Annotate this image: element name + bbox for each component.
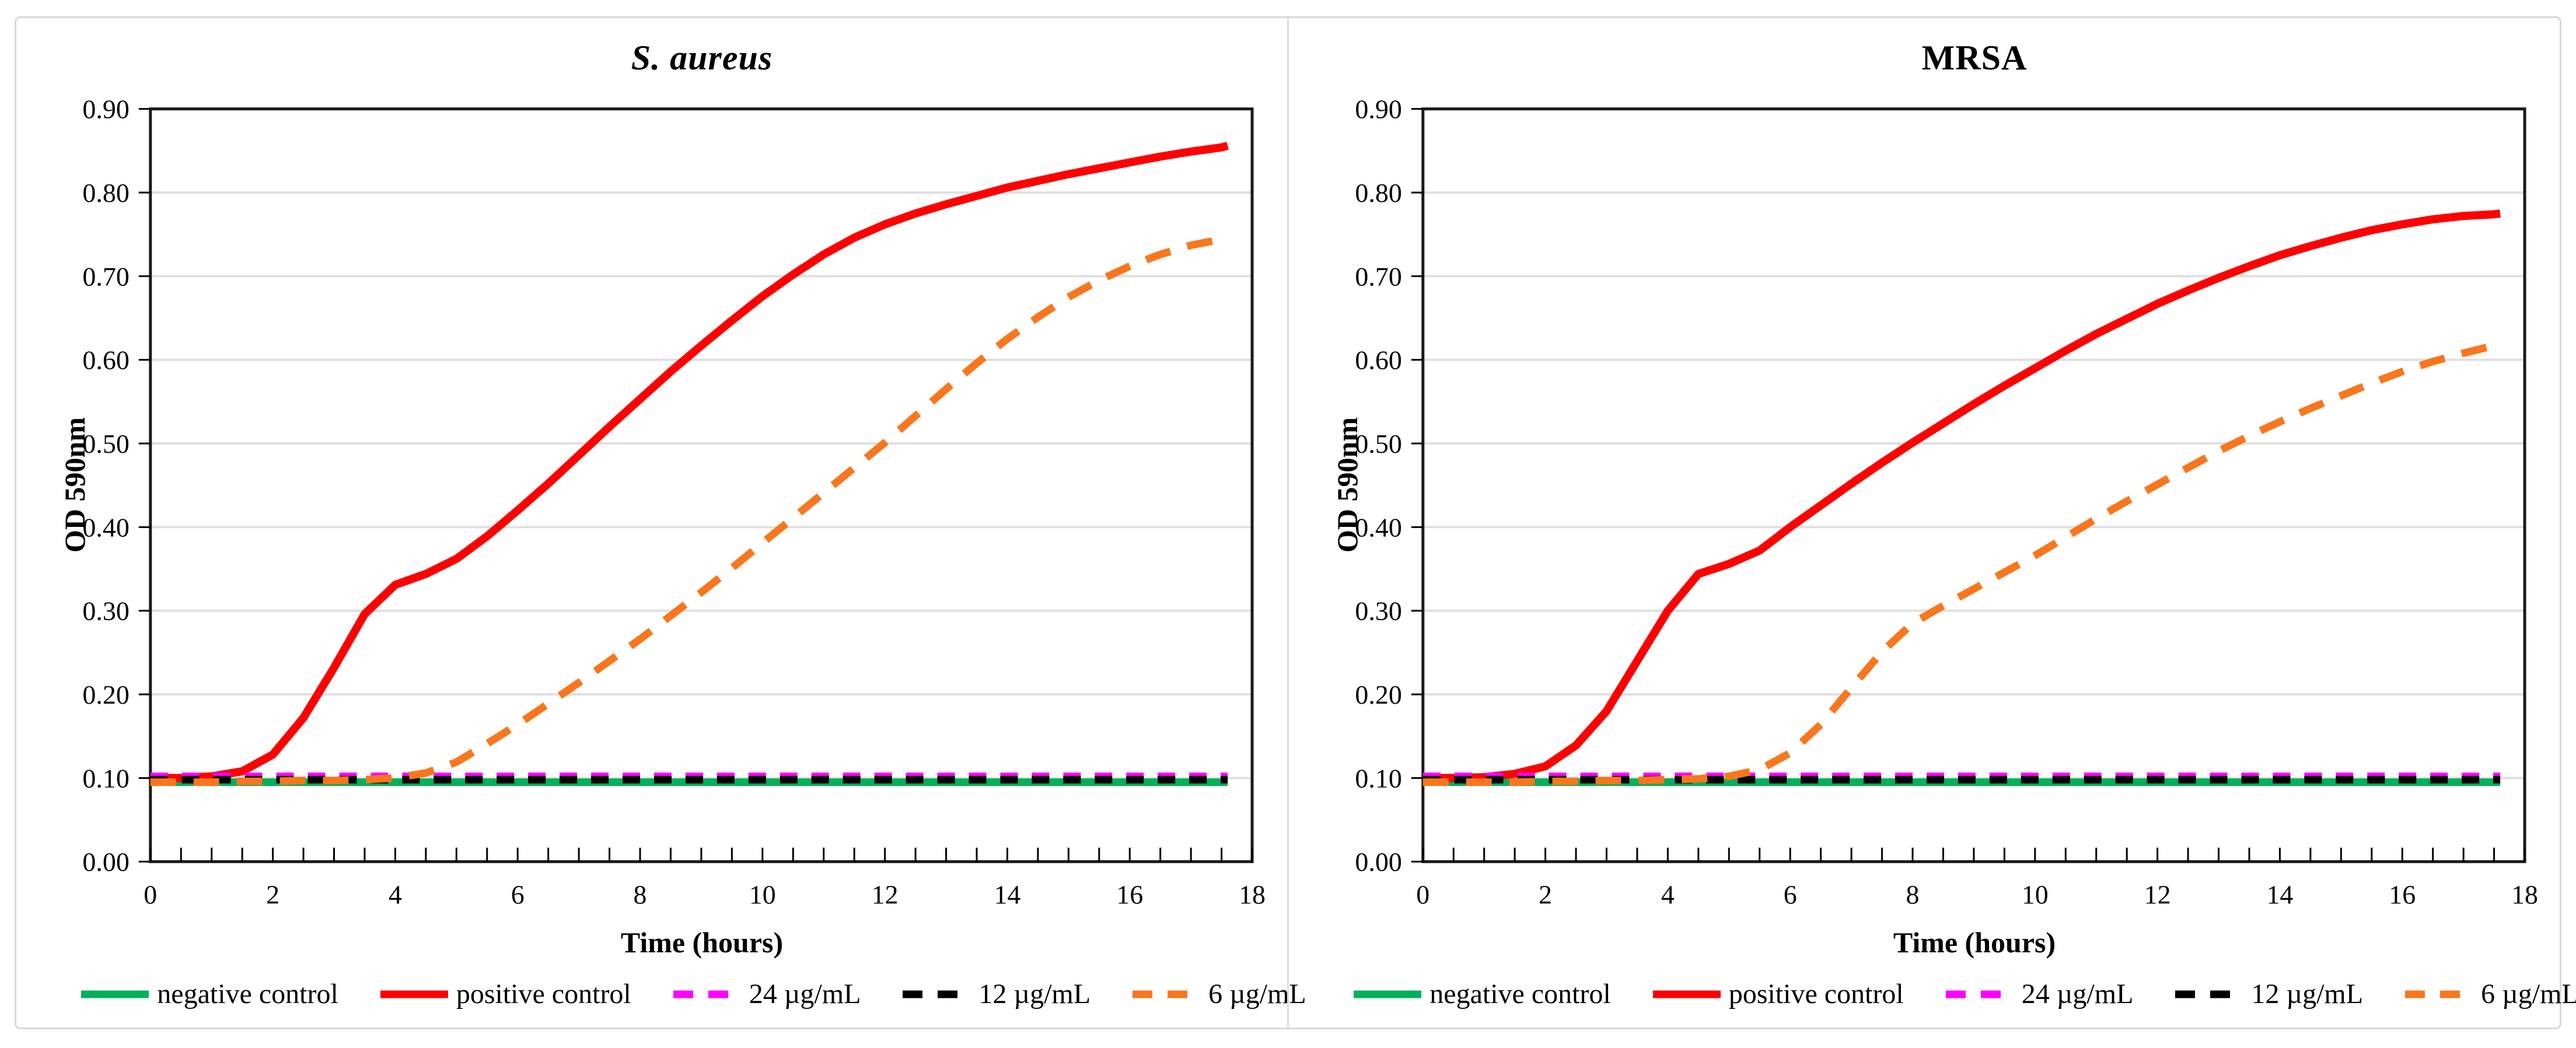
x-tick-label: 16: [1116, 880, 1143, 910]
series-line-1: [1422, 209, 2501, 782]
x-tick-label: 8: [634, 880, 647, 910]
y-tick-label: 0.70: [82, 261, 129, 291]
legend-label-0: negative control: [1429, 979, 1611, 1009]
x-tick-label: 4: [389, 880, 402, 910]
series-line-4: [150, 234, 1229, 786]
legend-swatch-2: [1945, 990, 2014, 998]
legend-item-1: positive control: [1652, 978, 1904, 1010]
legend-item-4: 6 µg/mL: [1131, 978, 1306, 1010]
y-tick-label: 0.20: [82, 680, 129, 710]
legend-swatch-4: [2405, 990, 2473, 998]
legend-swatch-3: [903, 990, 971, 998]
chart-title-mrsa: MRSA: [1921, 39, 2028, 77]
legend-item-3: 12 µg/mL: [901, 978, 1090, 1010]
legend-swatch-0: [81, 990, 149, 998]
x-tick-label: 4: [1661, 880, 1675, 910]
legend-item-2: 24 µg/mL: [1945, 978, 2134, 1010]
legend-swatch-2: [673, 990, 741, 998]
chart-title-saureus: S. aureus: [631, 39, 773, 77]
y-tick-label: 0.30: [82, 596, 129, 626]
x-tick-label: 6: [1784, 880, 1797, 910]
y-tick-label: 0.10: [82, 763, 129, 793]
figure-container: 0 2 4 6 8 10 12 14 16 18 0.00 0.10 0.20 0.30 0.40 0.50 0…: [15, 16, 2576, 1029]
y-tick-label: 0.50: [1355, 429, 1401, 459]
legend-item-4: 6 µg/mL: [2404, 978, 2576, 1010]
y-tick-label: 0.60: [1355, 345, 1401, 375]
x-tick-label: 6: [511, 880, 525, 910]
x-tick-label: 2: [1539, 880, 1552, 910]
y-tick-label: 0.40: [82, 512, 129, 542]
legend-item-2: 24 µg/mL: [672, 978, 861, 1010]
x-tick-label: 16: [2389, 880, 2416, 910]
y-tick-label: 0.30: [1355, 596, 1401, 626]
legend-item-1: positive control: [379, 978, 631, 1010]
x-tick-label: 2: [266, 880, 279, 910]
y-tick-label: 0.20: [1355, 680, 1401, 710]
y-tick-label: 0.00: [82, 847, 129, 877]
plot-frame: [1421, 107, 2526, 864]
saureus-plot-svg: 0 2 4 6 8 10 12 14 16 18 0.00 0.10 0.20 0.30 0.40 0.50 0…: [82, 95, 1266, 910]
x-axis-label: Time (hours): [1893, 926, 2056, 959]
mrsa-plot-svg: 0 2 4 6 8 10 12 14 16 18 0.00 0.10 0.20 0.30 0.40 0.50 0…: [1355, 95, 2538, 910]
x-tick-label: 12: [2144, 880, 2171, 910]
y-tick-label: 0.90: [1355, 95, 1401, 124]
legend-label-1: positive control: [456, 979, 631, 1009]
y-tick-label: 0.10: [1355, 763, 1401, 793]
legend-label-4: 6 µg/mL: [2481, 979, 2576, 1009]
legend-swatch-0: [1354, 990, 1422, 998]
x-tick-label: 14: [994, 880, 1020, 910]
x-tick-label: 10: [2022, 880, 2049, 910]
x-tick-label: 8: [1906, 880, 1920, 910]
legend-label-1: positive control: [1728, 979, 1904, 1009]
legend-item-0: negative control: [80, 978, 338, 1010]
plot-frame: [149, 107, 1254, 864]
legend-swatch-3: [2175, 990, 2243, 998]
legend-label-2: 24 µg/mL: [2021, 979, 2134, 1009]
series-line-4: [1422, 338, 2502, 786]
y-tick-label: 0.90: [82, 95, 129, 124]
legend-label-0: negative control: [157, 979, 338, 1009]
legend-label-2: 24 µg/mL: [749, 979, 861, 1009]
x-tick-label: 0: [144, 880, 157, 910]
legend-label-3: 12 µg/mL: [978, 979, 1091, 1009]
legend-swatch-1: [380, 990, 448, 998]
y-tick-label: 0.80: [82, 178, 129, 208]
x-tick-label: 14: [2266, 880, 2293, 910]
y-tick-label: 0.80: [1355, 178, 1401, 208]
y-tick-label: 0.60: [82, 345, 129, 375]
y-tick-label: 0.40: [1355, 512, 1401, 542]
y-axis-label: OD 590nm: [1331, 417, 1364, 553]
legend: negative control positive control 24 µg/mL…: [81, 978, 1306, 1010]
x-tick-label: 18: [2511, 880, 2538, 910]
legend-item-0: negative control: [1352, 978, 1611, 1010]
legend: negative control positive control 24 µg/mL…: [1354, 978, 2576, 1010]
mrsa-panel: 0 2 4 6 8 10 12 14 16 18 0.00 0.10 0.20 0.30 0.40 0.50 0…: [1287, 18, 2576, 1028]
y-axis-label: OD 590nm: [58, 417, 91, 553]
y-tick-label: 0.70: [1355, 261, 1401, 291]
x-axis-label: Time (hours): [620, 926, 784, 959]
series-line-1: [150, 141, 1229, 782]
x-tick-label: 12: [872, 880, 899, 910]
legend-swatch-4: [1133, 990, 1201, 998]
legend-label-3: 12 µg/mL: [2251, 979, 2364, 1009]
x-tick-label: 10: [749, 880, 776, 910]
saureus-panel: 0 2 4 6 8 10 12 14 16 18 0.00 0.10 0.20 0.30 0.40 0.50 0…: [16, 18, 1306, 1028]
x-tick-label: 18: [1239, 880, 1266, 910]
legend-label-4: 6 µg/mL: [1208, 979, 1306, 1009]
y-tick-label: 0.50: [82, 429, 129, 459]
y-tick-label: 0.00: [1355, 847, 1401, 877]
legend-item-3: 12 µg/mL: [2174, 978, 2363, 1010]
legend-swatch-1: [1652, 990, 1721, 998]
x-tick-label: 0: [1416, 880, 1429, 910]
